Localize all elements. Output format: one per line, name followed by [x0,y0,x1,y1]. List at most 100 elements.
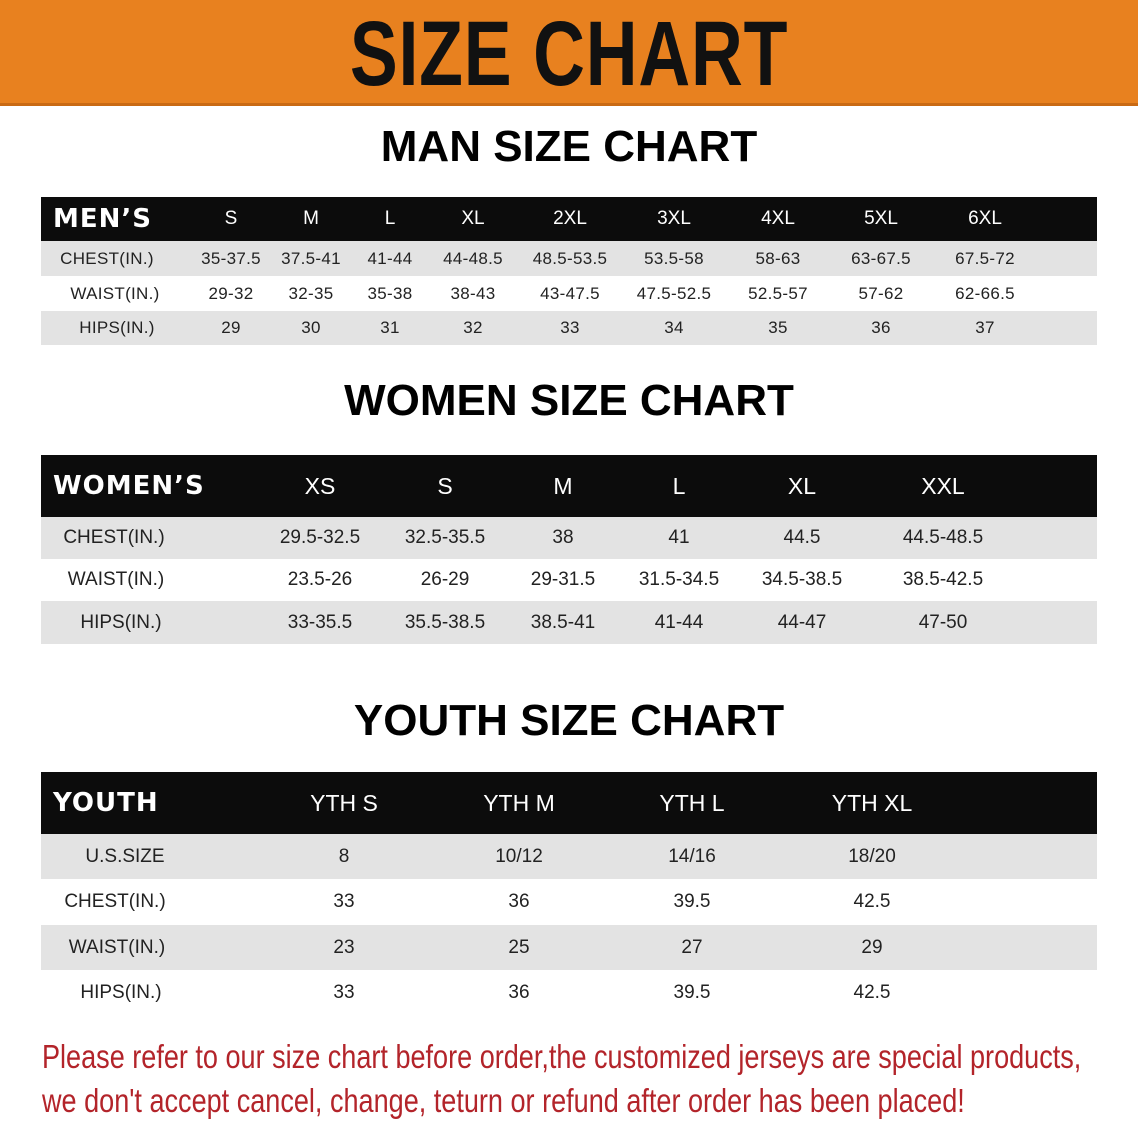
men-section-title: MAN SIZE CHART [380,122,758,171]
table-cell: 33 [560,318,580,337]
table-row: WAIST(IN.) 23 25 27 29 [41,925,1097,970]
table-cell: 41 [668,527,690,548]
women-header-label: WOMEN’S [53,471,205,501]
table-cell: 38.5-42.5 [902,569,984,590]
table-cell: 35 [768,318,788,337]
table-cell: 18/20 [848,845,896,867]
table-cell: 25 [508,936,530,958]
table-cell: 44.5-48.5 [902,527,984,548]
table-cell: 34 [664,318,684,337]
table-cell: 27 [681,936,703,958]
order-note-line-2: we don't accept cancel, change, teturn o… [42,1082,965,1119]
table-cell: 41-44 [367,248,413,268]
table-cell: 36 [508,891,530,912]
women-header-row: WOMEN’S XS S M L XL XXL [41,455,1097,517]
table-cell: 31 [380,318,400,337]
table-cell: 48.5-53.5 [532,248,608,268]
size-column-header: L [384,208,396,229]
row-label: CHEST(IN.) [64,891,166,912]
table-cell: 10/12 [495,845,543,867]
order-note-line-1: Please refer to our size chart before or… [42,1038,1082,1075]
table-cell: 30 [301,318,321,337]
table-cell: 38 [552,527,574,548]
table-cell: 67.5-72 [955,248,1015,268]
row-label: WAIST(IN.) [70,283,160,303]
table-cell: 62-66.5 [955,283,1015,303]
table-cell: 14/16 [668,845,716,867]
table-cell: 33 [333,981,355,1003]
table-row: HIPS(IN.) 33 36 39.5 42.5 [41,970,1097,1015]
table-cell: 29-32 [208,283,254,303]
table-row: U.S.SIZE 8 10/12 14/16 18/20 [41,834,1097,879]
table-cell: 39.5 [673,891,711,912]
table-cell: 29 [861,936,883,958]
table-cell: 41-44 [654,611,704,633]
table-row: HIPS(IN.) 29 30 31 32 33 34 35 36 37 [41,311,1097,345]
size-column-header: XL [787,472,817,499]
size-column-header: S [224,208,238,229]
table-cell: 47-50 [918,611,968,633]
table-cell: 52.5-57 [748,283,808,303]
table-row: CHEST(IN.) 29.5-32.5 32.5-35.5 38 41 44.5 44.5… [41,517,1097,559]
size-column-header: 6XL [968,208,1002,229]
table-cell: 29-31.5 [530,569,596,590]
table-cell: 23 [333,936,355,958]
table-cell: 44-48.5 [443,248,503,268]
table-cell: 35.5-38.5 [404,611,486,633]
row-label: HIPS(IN.) [80,981,162,1003]
table-row: WAIST(IN.) 23.5-26 26-29 29-31.5 31.5-34.5 34… [41,559,1097,601]
size-column-header: 5XL [864,208,898,229]
table-cell: 58-63 [755,248,801,268]
row-label: HIPS(IN.) [79,318,155,337]
table-cell: 63-67.5 [851,248,911,268]
table-cell: 23.5-26 [287,569,353,590]
men-header-label: MEN’S [53,204,152,234]
youth-section-title: YOUTH SIZE CHART [353,696,785,745]
table-cell: 33-35.5 [287,611,353,633]
size-column-header: M [303,208,319,229]
size-column-header: XL [461,208,485,229]
size-column-header: S [437,472,453,499]
table-cell: 29 [221,318,241,337]
size-column-header: 3XL [657,208,691,229]
table-cell: 37 [975,318,995,337]
table-cell: 43-47.5 [540,283,600,303]
row-label: HIPS(IN.) [80,611,162,633]
table-cell: 32 [463,318,483,337]
size-column-header: M [553,472,573,499]
table-row: CHEST(IN.) 35-37.5 37.5-41 41-44 44-48.5 48.5… [41,241,1097,276]
table-cell: 47.5-52.5 [636,283,712,303]
size-column-header: YTH S [310,789,378,816]
table-row: WAIST(IN.) 29-32 32-35 35-38 38-43 43-47.5 47.… [41,276,1097,311]
size-column-header: 2XL [553,208,587,229]
table-row: HIPS(IN.) 33-35.5 35.5-38.5 38.5-41 41-44 44-… [41,601,1097,644]
table-cell: 57-62 [858,283,904,303]
table-cell: 34.5-38.5 [761,569,843,590]
table-cell: 53.5-58 [644,248,704,268]
table-cell: 37.5-41 [281,248,341,268]
table-cell: 44-47 [777,611,827,633]
table-cell: 42.5 [853,891,891,912]
table-cell: 29.5-32.5 [279,527,361,548]
table-cell: 32-35 [288,283,334,303]
table-cell: 42.5 [853,981,891,1003]
row-label: CHEST(IN.) [60,248,154,268]
row-label: U.S.SIZE [85,845,165,867]
size-column-header: YTH XL [831,789,913,816]
table-cell: 26-29 [420,569,470,590]
row-label: CHEST(IN.) [63,527,165,548]
table-cell: 38-43 [450,283,496,303]
banner-title: SIZE CHART [349,3,789,105]
women-section-title: WOMEN SIZE CHART [344,376,794,425]
youth-header-row: YOUTH YTH S YTH M YTH L YTH XL [41,772,1097,834]
size-column-header: YTH L [659,789,725,816]
row-label: WAIST(IN.) [67,569,165,590]
table-cell: 36 [508,981,530,1003]
men-header-row: MEN’S S M L XL 2XL 3XL 4XL 5XL 6XL [41,197,1097,241]
size-column-header: YTH M [483,789,555,816]
size-column-header: XXL [921,472,965,499]
table-cell: 8 [338,845,350,867]
row-label: WAIST(IN.) [68,936,166,958]
table-cell: 31.5-34.5 [638,569,720,590]
table-cell: 33 [333,891,355,912]
